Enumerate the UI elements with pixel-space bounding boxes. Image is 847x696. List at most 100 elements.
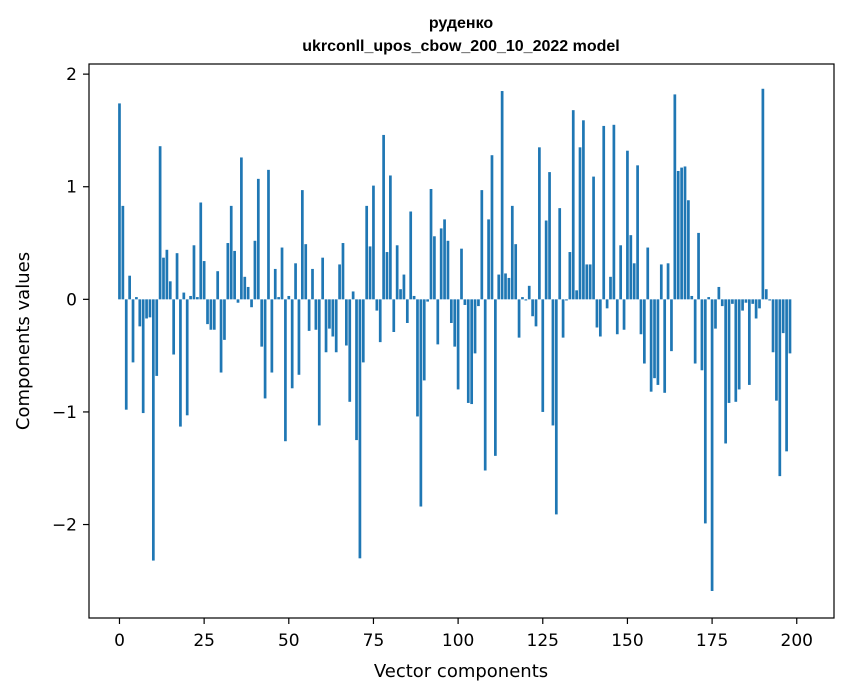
- bar: [636, 165, 639, 300]
- bar: [659, 264, 663, 300]
- bar: [212, 299, 216, 330]
- bar: [138, 299, 142, 327]
- bar: [172, 299, 176, 355]
- y-tick-label: −2: [52, 516, 77, 536]
- bar: [565, 299, 568, 301]
- x-tick-label: 100: [442, 631, 474, 651]
- y-axis-label: Components values: [13, 252, 34, 430]
- bar: [443, 219, 446, 300]
- bar: [135, 297, 138, 300]
- bar: [585, 264, 589, 300]
- plot-frame: [88, 63, 835, 619]
- x-axis-ticks: 0 25 50 75 100 125 150 175 200: [114, 618, 813, 651]
- bar: [687, 200, 690, 300]
- bar: [246, 286, 250, 300]
- bar: [277, 297, 280, 300]
- bar: [317, 299, 321, 426]
- bar: [270, 299, 274, 373]
- bar: [334, 299, 338, 353]
- bar: [284, 299, 287, 442]
- bar: [548, 172, 551, 300]
- bar: [446, 240, 450, 300]
- bar: [676, 170, 680, 300]
- bar: [328, 299, 331, 329]
- x-tick-label: 0: [114, 631, 125, 651]
- bar: [273, 268, 277, 300]
- bar: [321, 257, 325, 300]
- bar: [646, 247, 650, 300]
- bar: [527, 285, 531, 300]
- bar: [697, 232, 700, 300]
- bar: [179, 299, 182, 427]
- bar: [460, 248, 463, 300]
- bar: [490, 155, 494, 300]
- chart-title: руденко: [429, 15, 494, 32]
- bar: [737, 299, 741, 390]
- bar: [192, 245, 196, 300]
- bar: [517, 299, 521, 338]
- bar: [775, 299, 778, 401]
- bar: [463, 299, 467, 305]
- bar: [361, 299, 365, 363]
- bar: [128, 275, 131, 300]
- bar: [287, 295, 291, 300]
- bar: [551, 299, 555, 426]
- bar: [758, 299, 761, 309]
- bar: [324, 299, 328, 353]
- x-tick-label: 200: [781, 631, 813, 651]
- bar: [206, 299, 209, 325]
- bar: [670, 299, 673, 352]
- bar: [243, 276, 247, 300]
- bar: [510, 205, 514, 300]
- bar: [389, 175, 392, 300]
- bar: [382, 134, 385, 300]
- bar: [761, 88, 765, 300]
- bar: [426, 299, 429, 302]
- bar: [348, 299, 352, 402]
- bar: [504, 273, 507, 300]
- bar: [338, 264, 341, 300]
- bar: [148, 299, 152, 318]
- bar: [355, 299, 358, 441]
- bar: [351, 291, 355, 300]
- bar: [118, 103, 121, 300]
- bar: [588, 264, 592, 300]
- bar: [378, 299, 382, 343]
- bar: [578, 147, 582, 300]
- bar: [778, 299, 782, 477]
- y-tick-label: 1: [66, 178, 77, 198]
- bar: [598, 299, 602, 337]
- bar: [622, 299, 626, 330]
- bar: [162, 257, 165, 300]
- bar: [724, 299, 727, 444]
- bar: [541, 299, 545, 412]
- bar: [544, 220, 548, 300]
- bar: [368, 246, 372, 300]
- bar: [605, 299, 609, 309]
- bar: [734, 299, 738, 402]
- bar: [345, 299, 348, 346]
- bar: [558, 208, 562, 300]
- bar: [216, 271, 220, 300]
- bar: [311, 268, 314, 300]
- bar: [764, 289, 768, 300]
- bar: [643, 299, 646, 364]
- bar: [653, 299, 656, 379]
- bar: [196, 297, 199, 300]
- bar: [690, 295, 694, 300]
- x-tick-label: 50: [278, 631, 300, 651]
- x-tick-label: 25: [193, 631, 215, 651]
- bar: [480, 190, 484, 300]
- bar: [707, 297, 711, 300]
- bar: [409, 211, 413, 300]
- bar: [372, 185, 375, 300]
- bar: [754, 299, 758, 319]
- bar: [673, 94, 677, 300]
- bar: [632, 263, 636, 300]
- bar: [165, 249, 169, 300]
- bar: [341, 243, 345, 300]
- bar: [182, 292, 186, 300]
- bar: [416, 299, 419, 417]
- bar: [663, 299, 667, 393]
